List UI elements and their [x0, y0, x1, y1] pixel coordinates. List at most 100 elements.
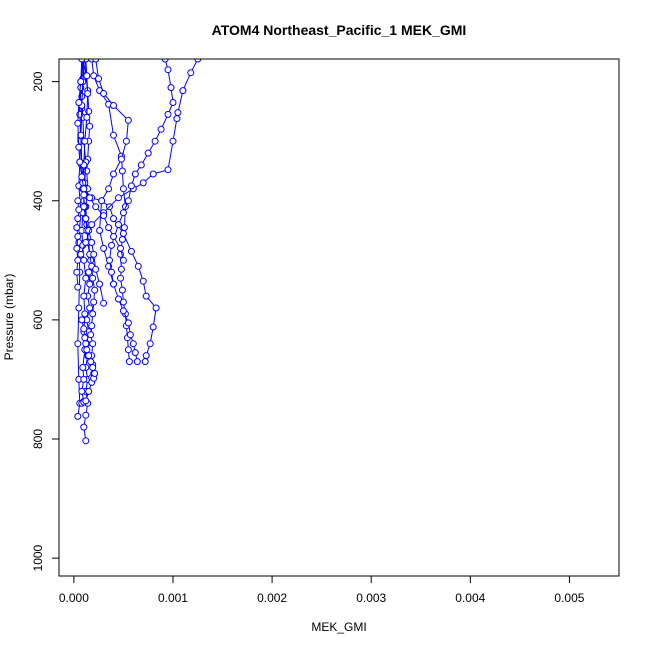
data-point [80, 256, 88, 264]
data-point [91, 286, 99, 294]
series-7 [92, 59, 141, 366]
data-point [82, 340, 90, 348]
y-tick-label: 600 [31, 310, 45, 330]
data-point [119, 298, 127, 306]
data-point [77, 78, 85, 86]
data-point [80, 375, 88, 383]
data-point [75, 143, 83, 151]
data-point [117, 244, 124, 252]
data-point [98, 197, 106, 205]
data-point [89, 364, 97, 371]
data-point [75, 206, 83, 214]
data-point [117, 274, 124, 282]
data-point [125, 358, 133, 366]
data-point [91, 370, 99, 377]
data-point [86, 280, 94, 288]
data-point [73, 268, 81, 276]
data-point [90, 298, 98, 306]
data-point [83, 346, 91, 354]
data-point [89, 310, 97, 318]
data-point [85, 352, 93, 360]
data-point [169, 137, 177, 145]
data-point [84, 90, 92, 97]
data-point [142, 292, 150, 300]
data-point [151, 137, 159, 145]
data-point [120, 224, 128, 232]
data-point [167, 84, 175, 92]
data-point [74, 215, 82, 223]
data-point [81, 137, 89, 145]
data-point [187, 69, 195, 77]
x-tick-label: 0.004 [455, 591, 485, 605]
data-point [124, 197, 132, 205]
data-point [110, 280, 117, 288]
data-point [74, 233, 82, 240]
data-point [92, 203, 100, 211]
data-point [82, 274, 90, 282]
chart-title: ATOM4 Northeast_Pacific_1 MEK_GMI [212, 22, 467, 38]
data-point [118, 236, 126, 243]
data-point [82, 215, 90, 223]
data-point [119, 230, 127, 237]
data-point [108, 268, 115, 276]
x-tick-label: 0.000 [59, 591, 89, 605]
data-point [88, 322, 96, 330]
data-point [115, 221, 122, 229]
series-9 [77, 59, 202, 258]
data-point [87, 331, 95, 339]
data-point [118, 167, 126, 175]
data-point [161, 59, 169, 63]
data-point [78, 387, 86, 395]
data-point [92, 59, 100, 63]
series-12 [78, 316, 99, 407]
series-10 [106, 59, 177, 288]
data-point [82, 239, 90, 246]
y-tick-label: 400 [31, 190, 45, 210]
data-point [141, 358, 149, 366]
data-point [152, 304, 160, 312]
data-point [82, 411, 90, 419]
data-point [83, 72, 91, 80]
y-axis: 200 400 600 800 1000 [31, 71, 60, 571]
data-point [117, 155, 125, 163]
data-point [124, 346, 132, 354]
data-point [90, 72, 98, 80]
data-point [90, 250, 98, 258]
data-point [117, 265, 125, 273]
data-point [75, 99, 83, 106]
data-point [179, 87, 187, 95]
data-point [100, 299, 108, 307]
data-point [119, 307, 127, 315]
data-point [85, 387, 93, 395]
data-point [126, 331, 134, 339]
data-point [79, 364, 87, 371]
data-point [77, 250, 85, 258]
data-point [174, 109, 182, 117]
y-tick-label: 200 [31, 71, 45, 91]
data-point [100, 90, 108, 97]
data-point [83, 167, 91, 175]
x-tick-label: 0.001 [158, 591, 188, 605]
data-point [173, 115, 181, 123]
data-point [118, 286, 126, 294]
data-point [96, 280, 104, 288]
data-point [144, 149, 152, 157]
data-point [131, 170, 139, 178]
x-axis-label: MEK_GMI [311, 620, 366, 634]
y-tick-label: 800 [31, 429, 45, 449]
data-point [194, 59, 202, 63]
data-point [157, 125, 165, 133]
data-point [122, 137, 130, 145]
data-point [139, 179, 147, 187]
data-point [73, 224, 81, 232]
data-point [133, 358, 141, 366]
data-point [81, 310, 89, 318]
data-point [80, 203, 88, 211]
data-point [139, 277, 147, 285]
data-point [142, 352, 150, 360]
plot-frame [58, 58, 620, 577]
data-point [106, 256, 113, 264]
series-13 [73, 197, 83, 291]
data-point [78, 316, 86, 324]
data-point [110, 102, 117, 109]
